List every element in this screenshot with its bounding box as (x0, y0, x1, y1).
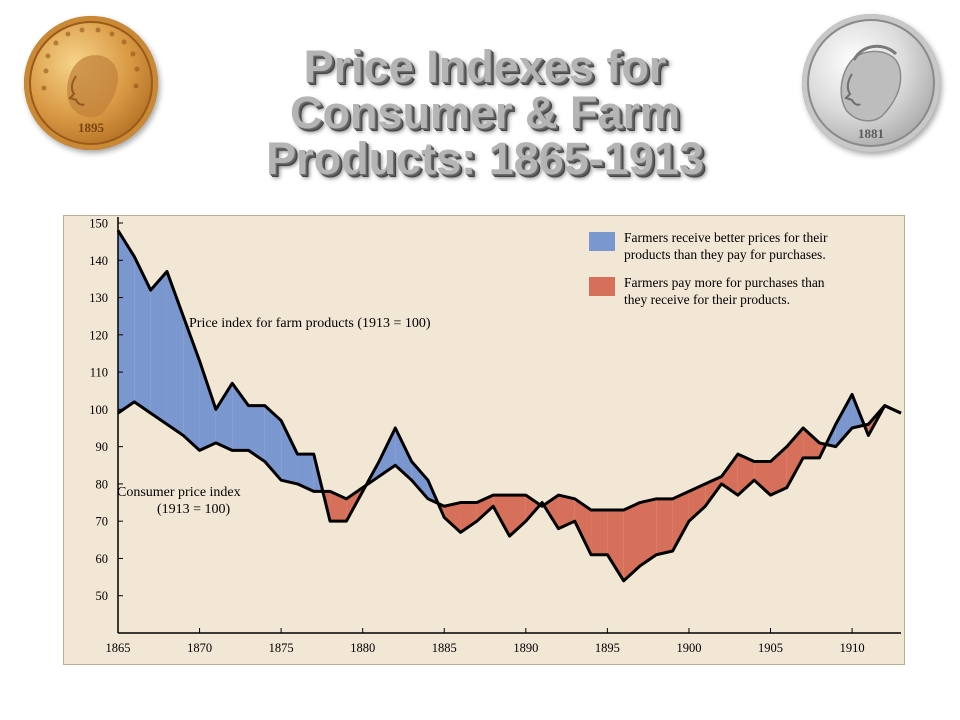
farm-below-region (509, 495, 526, 537)
x-tick-label: 1910 (840, 641, 865, 655)
farm-below-region (737, 454, 755, 496)
cpi-series-label: Consumer price index (117, 485, 241, 500)
farm-below-region (444, 502, 461, 533)
farm-below-region (574, 498, 592, 555)
chart-svg: 50 60 70 80 90 100 110 120 130 140 150 1865 1870 1875… (63, 215, 905, 665)
price-index-chart: 50 60 70 80 90 100 110 120 130 140 150 1865 1870 1875… (63, 215, 905, 665)
y-tick-label: 50 (96, 589, 109, 603)
legend-text: they receive for their products. (624, 292, 790, 307)
y-tick-label: 120 (89, 328, 108, 342)
farm-above-region (281, 420, 298, 484)
x-tick-label: 1865 (106, 641, 131, 655)
title-line-1: Price Indexes for (303, 41, 667, 92)
farm-above-region (297, 454, 314, 492)
title-line-3: Products: 1865-1913 (266, 133, 704, 184)
farm-above-region (835, 394, 853, 447)
farm-below-region (688, 483, 706, 522)
farm-below-region (607, 510, 624, 581)
legend-swatch-blue (589, 232, 615, 251)
farm-below-region (803, 428, 820, 458)
legend-text: products than they pay for purchases. (624, 247, 826, 262)
x-tick-label: 1905 (758, 641, 783, 655)
series-lines (116, 229, 902, 583)
farm-below-region (558, 495, 575, 529)
farm-below-region (623, 502, 640, 581)
farm-below-region (640, 498, 657, 566)
farm-price-line (116, 229, 902, 583)
consumer-price-line (117, 400, 902, 512)
gold-coin-image: 1895 (24, 16, 158, 150)
farm-above-region (134, 256, 151, 414)
farm-below-region (721, 454, 738, 496)
farm-above-region (166, 271, 184, 436)
y-tick-label: 140 (89, 254, 108, 268)
farm-above-region (150, 271, 167, 425)
cpi-series-sublabel: (1913 = 100) (157, 502, 231, 517)
title-line-2: Consumer & Farm (289, 87, 681, 138)
farm-below-region (591, 510, 608, 555)
farm-below-region (672, 491, 689, 551)
y-tick-label: 70 (96, 515, 109, 529)
farm-above-region (379, 428, 396, 477)
page-title: Price Indexes for Consumer & Farm Produc… (170, 44, 800, 182)
farm-below-region (525, 495, 541, 522)
x-tick-label: 1880 (350, 641, 375, 655)
farm-above-region (199, 360, 216, 451)
farm-above-region (232, 383, 249, 451)
legend-swatch-red (589, 277, 615, 296)
farm-below-region (656, 498, 673, 555)
y-tick-label: 150 (89, 217, 108, 231)
legend-text: Farmers pay more for purchases than (624, 275, 825, 290)
farm-above-region (264, 405, 282, 481)
farm-above-region (215, 383, 233, 451)
y-tick-label: 130 (89, 291, 108, 305)
axes: 50 60 70 80 90 100 110 120 130 140 150 1865 1870 1875… (89, 217, 901, 655)
x-tick-label: 1895 (595, 641, 620, 655)
x-tick-label: 1875 (269, 641, 294, 655)
annotations: Price index for farm products (1913 = 10… (117, 316, 431, 517)
gold-coin-year: 1895 (78, 120, 105, 135)
silver-coin-image: 1881 (802, 14, 940, 152)
farm-below-region (330, 491, 347, 522)
farm-below-region (754, 461, 771, 496)
farm-above-region (248, 405, 265, 462)
y-tick-label: 100 (89, 403, 108, 417)
legend: Farmers receive better prices for their p… (589, 230, 828, 307)
farm-series-label: Price index for farm products (1913 = 10… (189, 316, 431, 331)
y-tick-label: 60 (96, 552, 109, 566)
legend-text: Farmers receive better prices for their (624, 230, 828, 245)
x-tick-label: 1870 (187, 641, 212, 655)
farm-above-region (118, 230, 135, 414)
silver-coin-year: 1881 (858, 126, 884, 141)
x-tick-label: 1890 (513, 641, 538, 655)
y-tick-label: 110 (90, 366, 108, 380)
y-tick-label: 90 (96, 440, 109, 454)
farm-above-region (411, 461, 428, 499)
y-tick-label: 80 (96, 477, 109, 491)
x-tick-label: 1900 (676, 641, 701, 655)
farm-above-region (183, 316, 200, 451)
x-tick-label: 1885 (432, 641, 457, 655)
farm-below-region (460, 502, 477, 533)
